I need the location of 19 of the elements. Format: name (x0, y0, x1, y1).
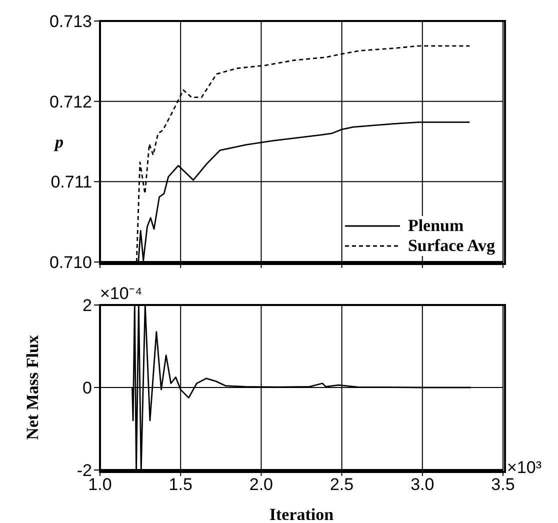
x-axis-title: Iteration (269, 505, 334, 523)
x-tick-label: 2.5 (330, 475, 354, 494)
x-tick-label: 3.5 (491, 475, 515, 494)
text: ×10⁻⁴ (100, 283, 142, 304)
text: ×10³ (507, 458, 542, 478)
x-tick-label: 1.0 (88, 475, 112, 494)
legend-label: Plenum (408, 216, 464, 236)
y-axis-title: Net Mass Flux (23, 334, 42, 440)
x-tick-label: 3.0 (410, 475, 434, 494)
x-tick-label: 1.5 (168, 475, 192, 494)
y-tick-label: 0.711 (50, 172, 92, 192)
x-tick-label: 2.0 (249, 475, 274, 494)
y-tick-label: 0.713 (49, 12, 92, 32)
y-axis-title: p (53, 132, 64, 152)
y-tick-label: 2 (82, 296, 92, 316)
legend-label: Surface Avg (408, 236, 495, 256)
y-tick-label: 0.710 (49, 253, 92, 272)
y-tick-label: 0 (82, 378, 92, 398)
y-tick-label: 0.712 (49, 92, 92, 112)
